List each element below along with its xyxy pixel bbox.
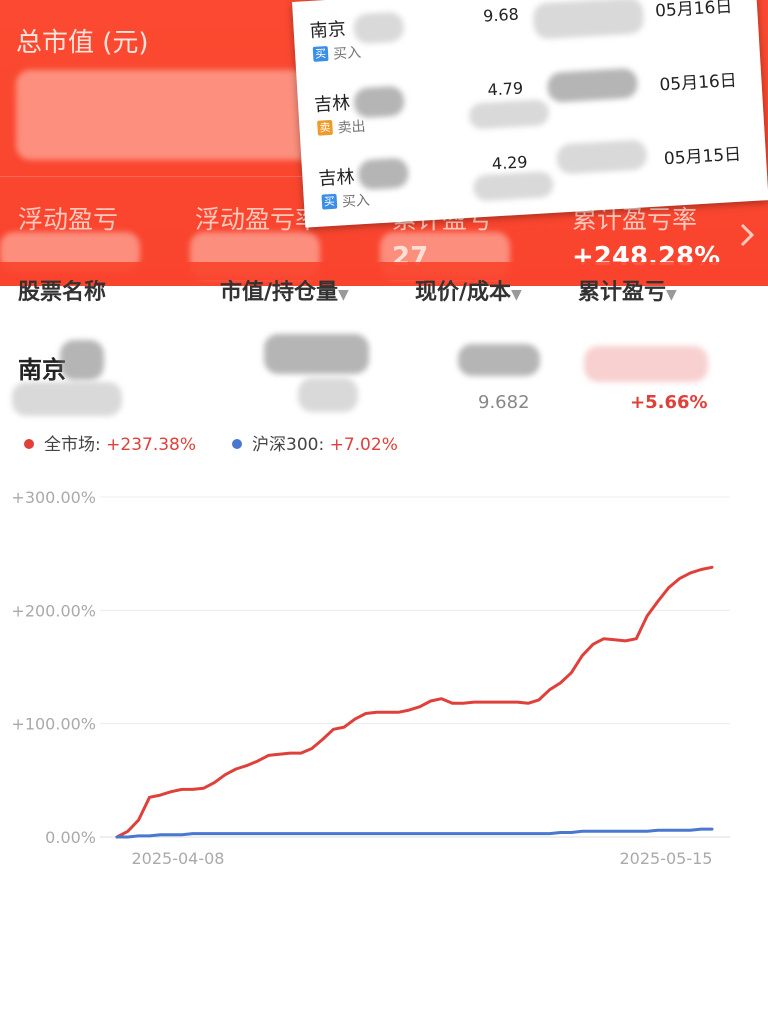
trade-stock-name: 南京 xyxy=(309,18,347,42)
holding-pnl-rate: +5.66% xyxy=(630,392,708,413)
trade-stock-name: 吉林 xyxy=(313,92,351,116)
chevron-right-icon[interactable] xyxy=(734,222,760,248)
x-tick-label: 2025-05-15 xyxy=(620,849,713,868)
trade-stock-name: 吉林 xyxy=(317,166,356,190)
trade-date: 05月15日 xyxy=(663,144,742,170)
column-price-cost[interactable]: 现价/成本▼ xyxy=(415,280,522,305)
stat-label-float-pnl-rate: 浮动盈亏率 xyxy=(195,205,321,234)
sort-caret-icon: ▼ xyxy=(338,287,349,303)
x-tick-label: 2025-04-08 xyxy=(132,849,225,868)
trade-action: 卖出 xyxy=(337,118,367,137)
buy-tag-icon: 买 xyxy=(312,45,329,62)
y-tick-label: +100.00% xyxy=(11,715,96,734)
stat-label-float-pnl: 浮动盈亏 xyxy=(18,205,119,234)
legend-dot-icon xyxy=(24,439,34,449)
column-market-value[interactable]: 市值/持仓量▼ xyxy=(220,280,349,305)
redacted-stock-code xyxy=(12,382,122,416)
redacted-trade-info xyxy=(532,0,645,40)
redacted-current-price xyxy=(458,344,540,376)
trade-price: 9.68 xyxy=(482,4,520,26)
redacted-trade-info xyxy=(546,67,639,103)
y-tick-label: 0.00% xyxy=(45,828,96,847)
buy-tag-icon: 买 xyxy=(321,193,338,210)
redacted-header-overlap xyxy=(0,262,768,280)
redacted-cum-pnl-value xyxy=(584,346,708,382)
series-line xyxy=(115,827,714,839)
redacted-quantity xyxy=(298,378,358,412)
redacted-trade-info xyxy=(357,157,410,191)
holding-cost: 9.682 xyxy=(478,392,530,413)
sort-caret-icon: ▼ xyxy=(511,287,522,303)
redacted-trade-info xyxy=(468,98,550,130)
series-line xyxy=(115,565,714,839)
redacted-trade-info xyxy=(555,139,648,175)
redacted-market-value xyxy=(264,334,369,374)
legend-hs300: 沪深300: +7.02% xyxy=(232,430,398,455)
sell-tag-icon: 卖 xyxy=(317,119,333,136)
trade-action: 买入 xyxy=(332,45,362,63)
y-tick-label: +300.00% xyxy=(11,488,96,507)
legend-dot-icon xyxy=(232,439,242,449)
trade-price: 4.79 xyxy=(487,78,524,100)
trade-records-card: 南京 买 买入 9.68 05月16日 吉林 卖 卖出 4.79 05月16日 … xyxy=(292,0,768,228)
return-line-chart[interactable]: 0.00% +100.00% +200.00% +300.00% 2025-04-08 2… xyxy=(0,470,768,890)
column-cum-pnl[interactable]: 累计盈亏▼ xyxy=(578,280,677,305)
column-stock-name[interactable]: 股票名称 xyxy=(18,280,107,305)
redacted-total-value xyxy=(16,70,346,160)
trade-date: 05月16日 xyxy=(658,70,738,96)
redacted-trade-info xyxy=(472,170,555,202)
redacted-trade-info xyxy=(353,85,405,119)
sort-caret-icon: ▼ xyxy=(666,287,677,303)
holding-stock-name: 南京 xyxy=(18,356,66,384)
redacted-trade-info xyxy=(352,11,405,45)
legend-all-market: 全市场: +237.38% xyxy=(24,430,196,455)
trade-price: 4.29 xyxy=(491,152,529,174)
y-tick-label: +200.00% xyxy=(11,601,96,620)
total-market-value-label: 总市值 (元) xyxy=(16,28,149,58)
trade-date: 05月16日 xyxy=(654,0,733,22)
redacted-stock-name xyxy=(60,340,104,380)
trade-action: 买入 xyxy=(341,192,371,211)
